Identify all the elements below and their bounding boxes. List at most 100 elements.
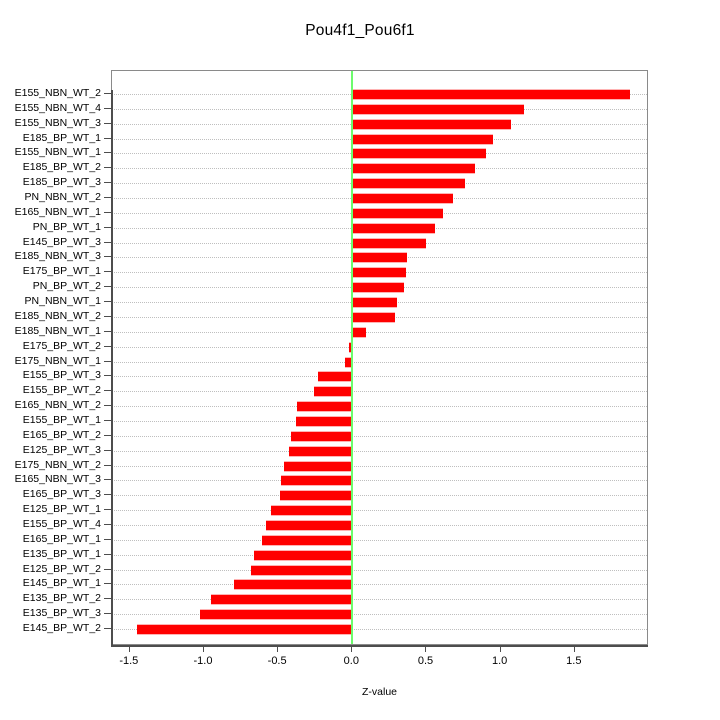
y-axis-label: E155_NBN_WT_4 xyxy=(14,101,101,114)
zero-reference-line xyxy=(351,71,354,644)
y-tick-mark xyxy=(104,152,111,154)
gridline xyxy=(112,584,647,586)
y-axis-label: E155_NBN_WT_2 xyxy=(14,87,101,99)
bar xyxy=(352,148,486,160)
y-axis-line xyxy=(111,90,113,645)
y-axis-label: E175_BP_WT_1 xyxy=(22,265,101,278)
bar xyxy=(281,475,353,487)
bar xyxy=(352,89,630,100)
x-tick-label: -1.0 xyxy=(193,655,213,667)
y-axis-label: E155_BP_WT_3 xyxy=(22,369,101,382)
y-axis-label: PN_NBN_WT_1 xyxy=(24,295,101,308)
gridline xyxy=(112,510,647,512)
bar xyxy=(352,118,512,130)
y-axis-label: E135_BP_WT_3 xyxy=(22,607,101,620)
y-axis-label: PN_NBN_WT_2 xyxy=(24,191,101,204)
bar xyxy=(352,207,443,219)
y-tick-mark xyxy=(104,107,111,109)
y-tick-mark xyxy=(104,538,111,540)
y-tick-mark xyxy=(104,93,111,94)
bar xyxy=(352,252,408,264)
y-tick-mark xyxy=(104,598,111,600)
gridline xyxy=(112,614,647,616)
bar xyxy=(352,103,525,115)
x-tick-label: 0.5 xyxy=(417,655,434,667)
y-axis-label: E155_BP_WT_4 xyxy=(22,517,101,530)
y-axis-label: E125_BP_WT_1 xyxy=(22,503,101,516)
y-tick-mark xyxy=(104,405,111,407)
y-tick-mark xyxy=(104,167,111,169)
gridline xyxy=(112,435,647,437)
bar xyxy=(270,505,353,517)
bar xyxy=(352,282,405,294)
y-axis-label: E125_BP_WT_2 xyxy=(22,562,101,575)
y-tick-mark xyxy=(104,568,111,570)
y-tick-mark xyxy=(104,628,111,629)
x-tick-mark xyxy=(499,645,501,652)
y-axis-label: E125_BP_WT_3 xyxy=(22,443,101,456)
y-tick-mark xyxy=(104,360,111,362)
x-tick-label: -0.5 xyxy=(267,655,287,667)
gridline xyxy=(112,406,647,408)
y-tick-mark xyxy=(104,137,111,139)
bar xyxy=(211,594,353,606)
x-tick-mark xyxy=(425,645,427,652)
bar xyxy=(352,222,436,234)
bar xyxy=(297,401,353,413)
gridline xyxy=(112,391,647,393)
y-axis-label: E175_NBN_WT_1 xyxy=(14,354,101,367)
y-axis-label: E185_NBN_WT_2 xyxy=(14,309,101,322)
y-tick-mark xyxy=(104,583,111,585)
bar xyxy=(251,564,353,576)
gridline xyxy=(112,524,647,526)
y-axis-label: E155_BP_WT_1 xyxy=(22,413,101,426)
bar xyxy=(349,341,353,353)
x-tick-mark xyxy=(128,645,130,652)
y-axis-label: E165_NBN_WT_1 xyxy=(14,205,101,218)
bar xyxy=(291,430,353,442)
y-axis-label: PN_BP_WT_1 xyxy=(32,220,101,233)
gridline xyxy=(112,420,647,422)
y-tick-mark xyxy=(104,613,111,615)
y-tick-mark xyxy=(104,211,111,213)
y-axis-label: PN_BP_WT_2 xyxy=(32,280,101,293)
y-tick-mark xyxy=(104,479,111,481)
y-tick-mark xyxy=(104,449,111,451)
bar xyxy=(233,579,353,591)
y-tick-mark xyxy=(104,256,111,258)
x-axis-title: Z-value xyxy=(361,686,397,698)
y-tick-mark xyxy=(104,553,111,555)
y-tick-mark xyxy=(104,419,111,421)
y-axis-label: E175_BP_WT_2 xyxy=(22,339,101,352)
x-tick-mark xyxy=(202,645,204,652)
bar xyxy=(199,609,353,621)
y-axis-label: E145_BP_WT_1 xyxy=(22,577,101,590)
bar xyxy=(352,193,454,205)
x-tick-label: 1.5 xyxy=(566,655,582,667)
y-tick-mark xyxy=(104,301,111,303)
bar xyxy=(352,237,427,249)
gridline xyxy=(112,450,647,452)
bar xyxy=(344,356,353,368)
gridline xyxy=(112,331,647,333)
chart-title: Pou4f1_Pou6f1 xyxy=(305,22,415,39)
y-tick-mark xyxy=(104,241,111,243)
y-tick-mark xyxy=(104,494,111,496)
bar xyxy=(254,549,353,561)
bar xyxy=(352,326,366,338)
y-axis-label: E175_NBN_WT_2 xyxy=(14,458,101,471)
y-axis-label: E135_BP_WT_2 xyxy=(22,592,101,605)
gridline xyxy=(112,629,647,630)
gridline xyxy=(112,346,647,348)
gridline xyxy=(112,480,647,482)
x-tick-mark xyxy=(573,645,575,652)
gridline xyxy=(112,495,647,497)
y-axis-label: E185_BP_WT_2 xyxy=(22,161,101,174)
y-tick-mark xyxy=(104,122,111,124)
y-tick-mark xyxy=(104,375,111,377)
y-axis-label: E145_BP_WT_2 xyxy=(22,622,101,634)
gridline xyxy=(112,465,647,467)
bar xyxy=(352,267,406,279)
bar xyxy=(266,519,353,531)
